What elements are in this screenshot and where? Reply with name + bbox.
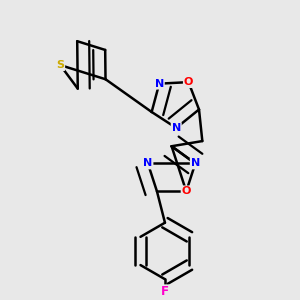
Text: O: O [182, 186, 191, 196]
Text: N: N [154, 79, 164, 89]
Text: S: S [56, 60, 64, 70]
Text: N: N [143, 158, 152, 169]
Text: O: O [184, 77, 193, 87]
Text: N: N [191, 158, 200, 169]
Text: N: N [172, 123, 181, 133]
Text: F: F [161, 285, 169, 298]
